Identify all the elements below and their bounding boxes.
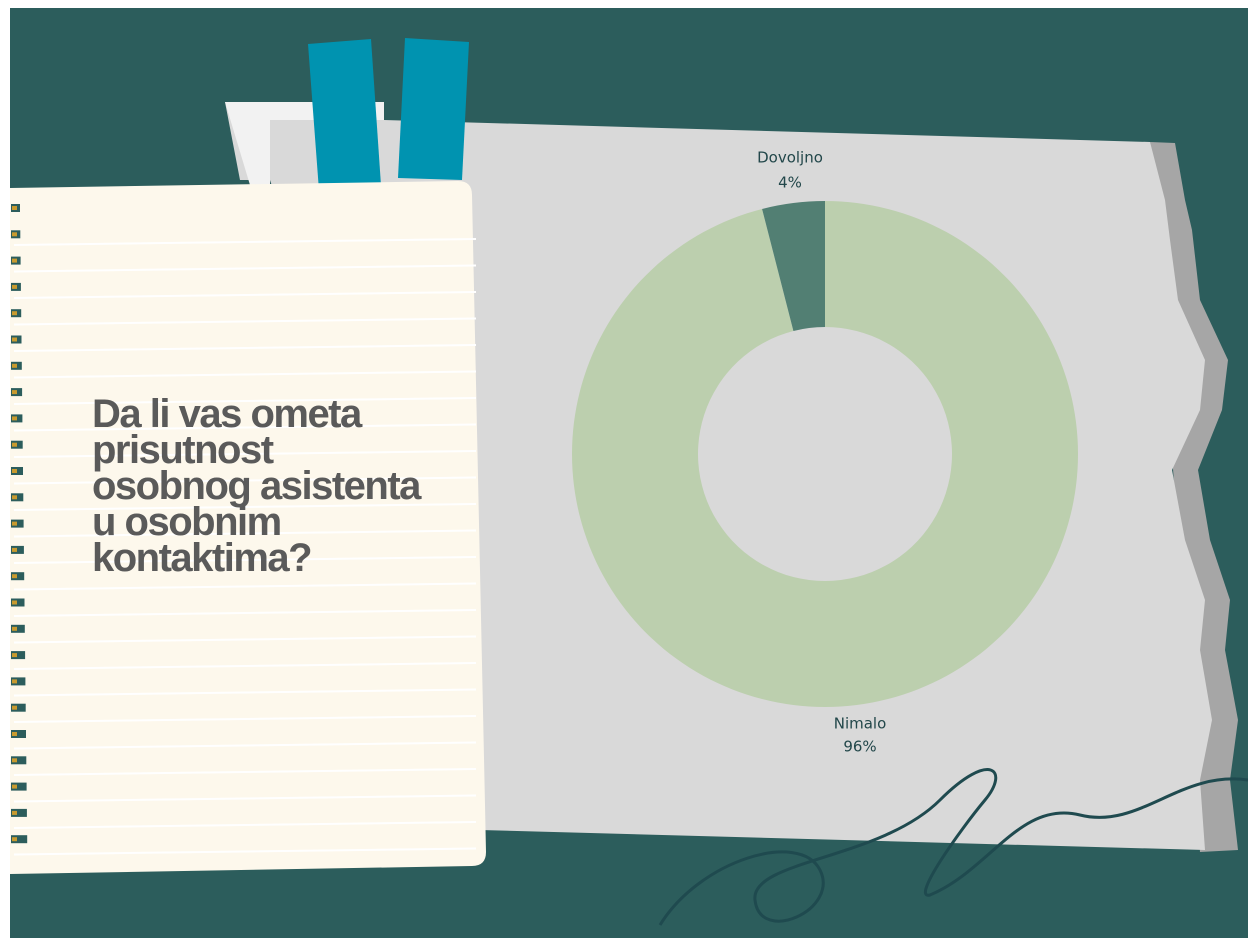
ring <box>12 311 17 316</box>
ring <box>12 784 17 789</box>
ring <box>12 600 17 605</box>
ring <box>12 521 17 526</box>
ring-hole <box>11 572 25 581</box>
notebook-line <box>13 582 477 591</box>
notebook-line <box>13 821 477 829</box>
notebook-line <box>13 556 477 564</box>
notebook-line <box>13 688 477 697</box>
ring-hole <box>11 835 28 844</box>
notebook-line <box>13 768 477 776</box>
ring <box>12 626 17 631</box>
ring-hole <box>11 730 26 738</box>
notebook-line <box>13 423 477 432</box>
tape <box>398 38 469 180</box>
ring <box>12 547 17 552</box>
ring <box>12 679 17 684</box>
ring-hole <box>11 756 27 765</box>
ring <box>12 390 17 395</box>
ring <box>12 653 17 658</box>
paper-sheet <box>225 102 384 185</box>
ring <box>12 363 17 368</box>
tape <box>308 39 382 204</box>
ring <box>12 732 17 736</box>
ring-hole <box>11 493 24 502</box>
notebook-line <box>13 291 477 299</box>
notebook-line <box>13 847 477 856</box>
ring <box>12 495 17 500</box>
notebook-line <box>13 317 477 326</box>
ring-hole <box>11 808 27 817</box>
slice-label: Dovoljno <box>757 149 823 167</box>
ring-hole <box>11 598 25 607</box>
ring <box>12 705 17 710</box>
ring <box>12 337 17 342</box>
ring <box>12 837 17 842</box>
slice-value-label: 4% <box>778 174 802 192</box>
ring <box>12 416 17 421</box>
ring <box>12 758 17 763</box>
chart-title: Da li vas ometa prisutnost osobnog asist… <box>92 392 421 580</box>
notebook-line <box>13 794 477 803</box>
notebook-line <box>13 344 477 352</box>
notebook-line <box>13 370 477 379</box>
notebook-line <box>13 476 477 485</box>
ring <box>12 574 17 579</box>
donut-slice <box>571 201 1079 707</box>
notebook-line <box>13 741 477 750</box>
ring-hole <box>11 545 24 554</box>
notebook-line <box>13 529 477 538</box>
ring <box>12 442 17 447</box>
ring <box>12 284 17 289</box>
squiggle <box>658 768 1248 926</box>
notebook-line <box>13 503 477 511</box>
ring <box>12 469 17 473</box>
notebook-line <box>13 238 477 246</box>
ring <box>12 206 17 210</box>
notebook-line <box>13 635 477 644</box>
ring-hole <box>11 677 26 686</box>
ring-hole <box>11 624 25 633</box>
notebook-line <box>13 264 477 273</box>
notebook-line <box>13 609 477 617</box>
ring <box>12 810 17 815</box>
ring-hole <box>11 651 26 660</box>
notebook-line <box>13 450 477 458</box>
ring-hole <box>11 703 26 712</box>
ring-hole <box>11 519 24 528</box>
notebook <box>10 181 486 874</box>
notebook-line <box>13 397 477 405</box>
ring <box>12 232 17 237</box>
notebook-line <box>13 662 477 670</box>
ring <box>12 258 17 263</box>
ring-hole <box>11 782 27 791</box>
notebook-line <box>13 715 477 723</box>
donut-slice <box>762 201 825 331</box>
slice-value-label: 96% <box>843 738 876 756</box>
slice-label: Nimalo <box>834 715 887 733</box>
